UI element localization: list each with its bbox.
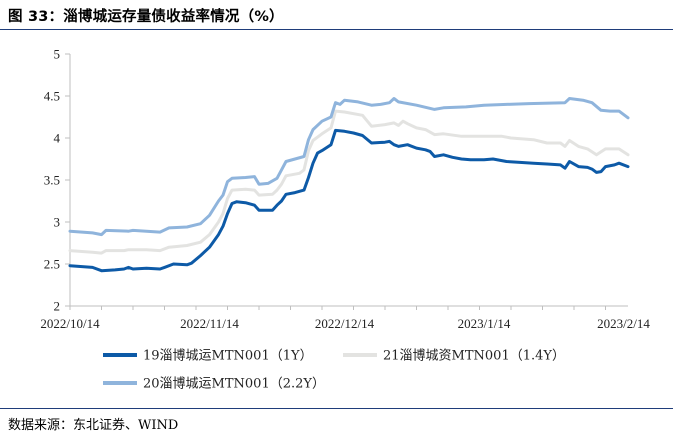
x-tick-label: 2023/2/14 <box>597 316 650 331</box>
chart-title: 图 33：淄博城运存量债收益率情况（%） <box>8 9 284 25</box>
axes: 2 2.5 3 3.5 4 4.5 5 2022/10/14 2022/11/14 2022/12… <box>40 47 650 332</box>
y-tick-label: 4 <box>54 131 61 146</box>
top-rule <box>0 29 673 30</box>
x-tick-label: 2022/11/14 <box>180 316 239 331</box>
y-tick-label: 3.5 <box>44 173 60 188</box>
bottom-rule <box>0 408 673 409</box>
legend: 19淄博城运MTN001（1Y） 21淄博城资MTN001（1.4Y） 20淄博城运… <box>103 349 565 392</box>
series-line-2 <box>68 109 630 255</box>
y-tick-label: 2 <box>54 299 61 314</box>
source-note: 数据来源：东北证券、WIND <box>8 418 179 433</box>
x-tick-label: 2022/12/14 <box>315 316 375 331</box>
series-line-1 <box>68 128 630 273</box>
line-chart: 2 2.5 3 3.5 4 4.5 5 2022/10/14 2022/11/14 2022/12… <box>40 47 650 392</box>
x-tick-label: 2023/1/14 <box>458 316 511 331</box>
legend-label-1: 19淄博城运MTN001（1Y） <box>143 349 313 364</box>
legend-label-3: 20淄博城运MTN001（2.2Y） <box>143 377 325 392</box>
series-lines <box>68 97 630 273</box>
series-line-3 <box>68 97 630 237</box>
y-tick-label: 2.5 <box>44 257 60 272</box>
y-tick-label: 3 <box>54 215 61 230</box>
y-tick-label: 5 <box>54 47 61 62</box>
y-tick-label: 4.5 <box>44 89 60 104</box>
x-tick-label: 2022/10/14 <box>40 316 100 331</box>
legend-label-2: 21淄博城资MTN001（1.4Y） <box>383 349 565 364</box>
